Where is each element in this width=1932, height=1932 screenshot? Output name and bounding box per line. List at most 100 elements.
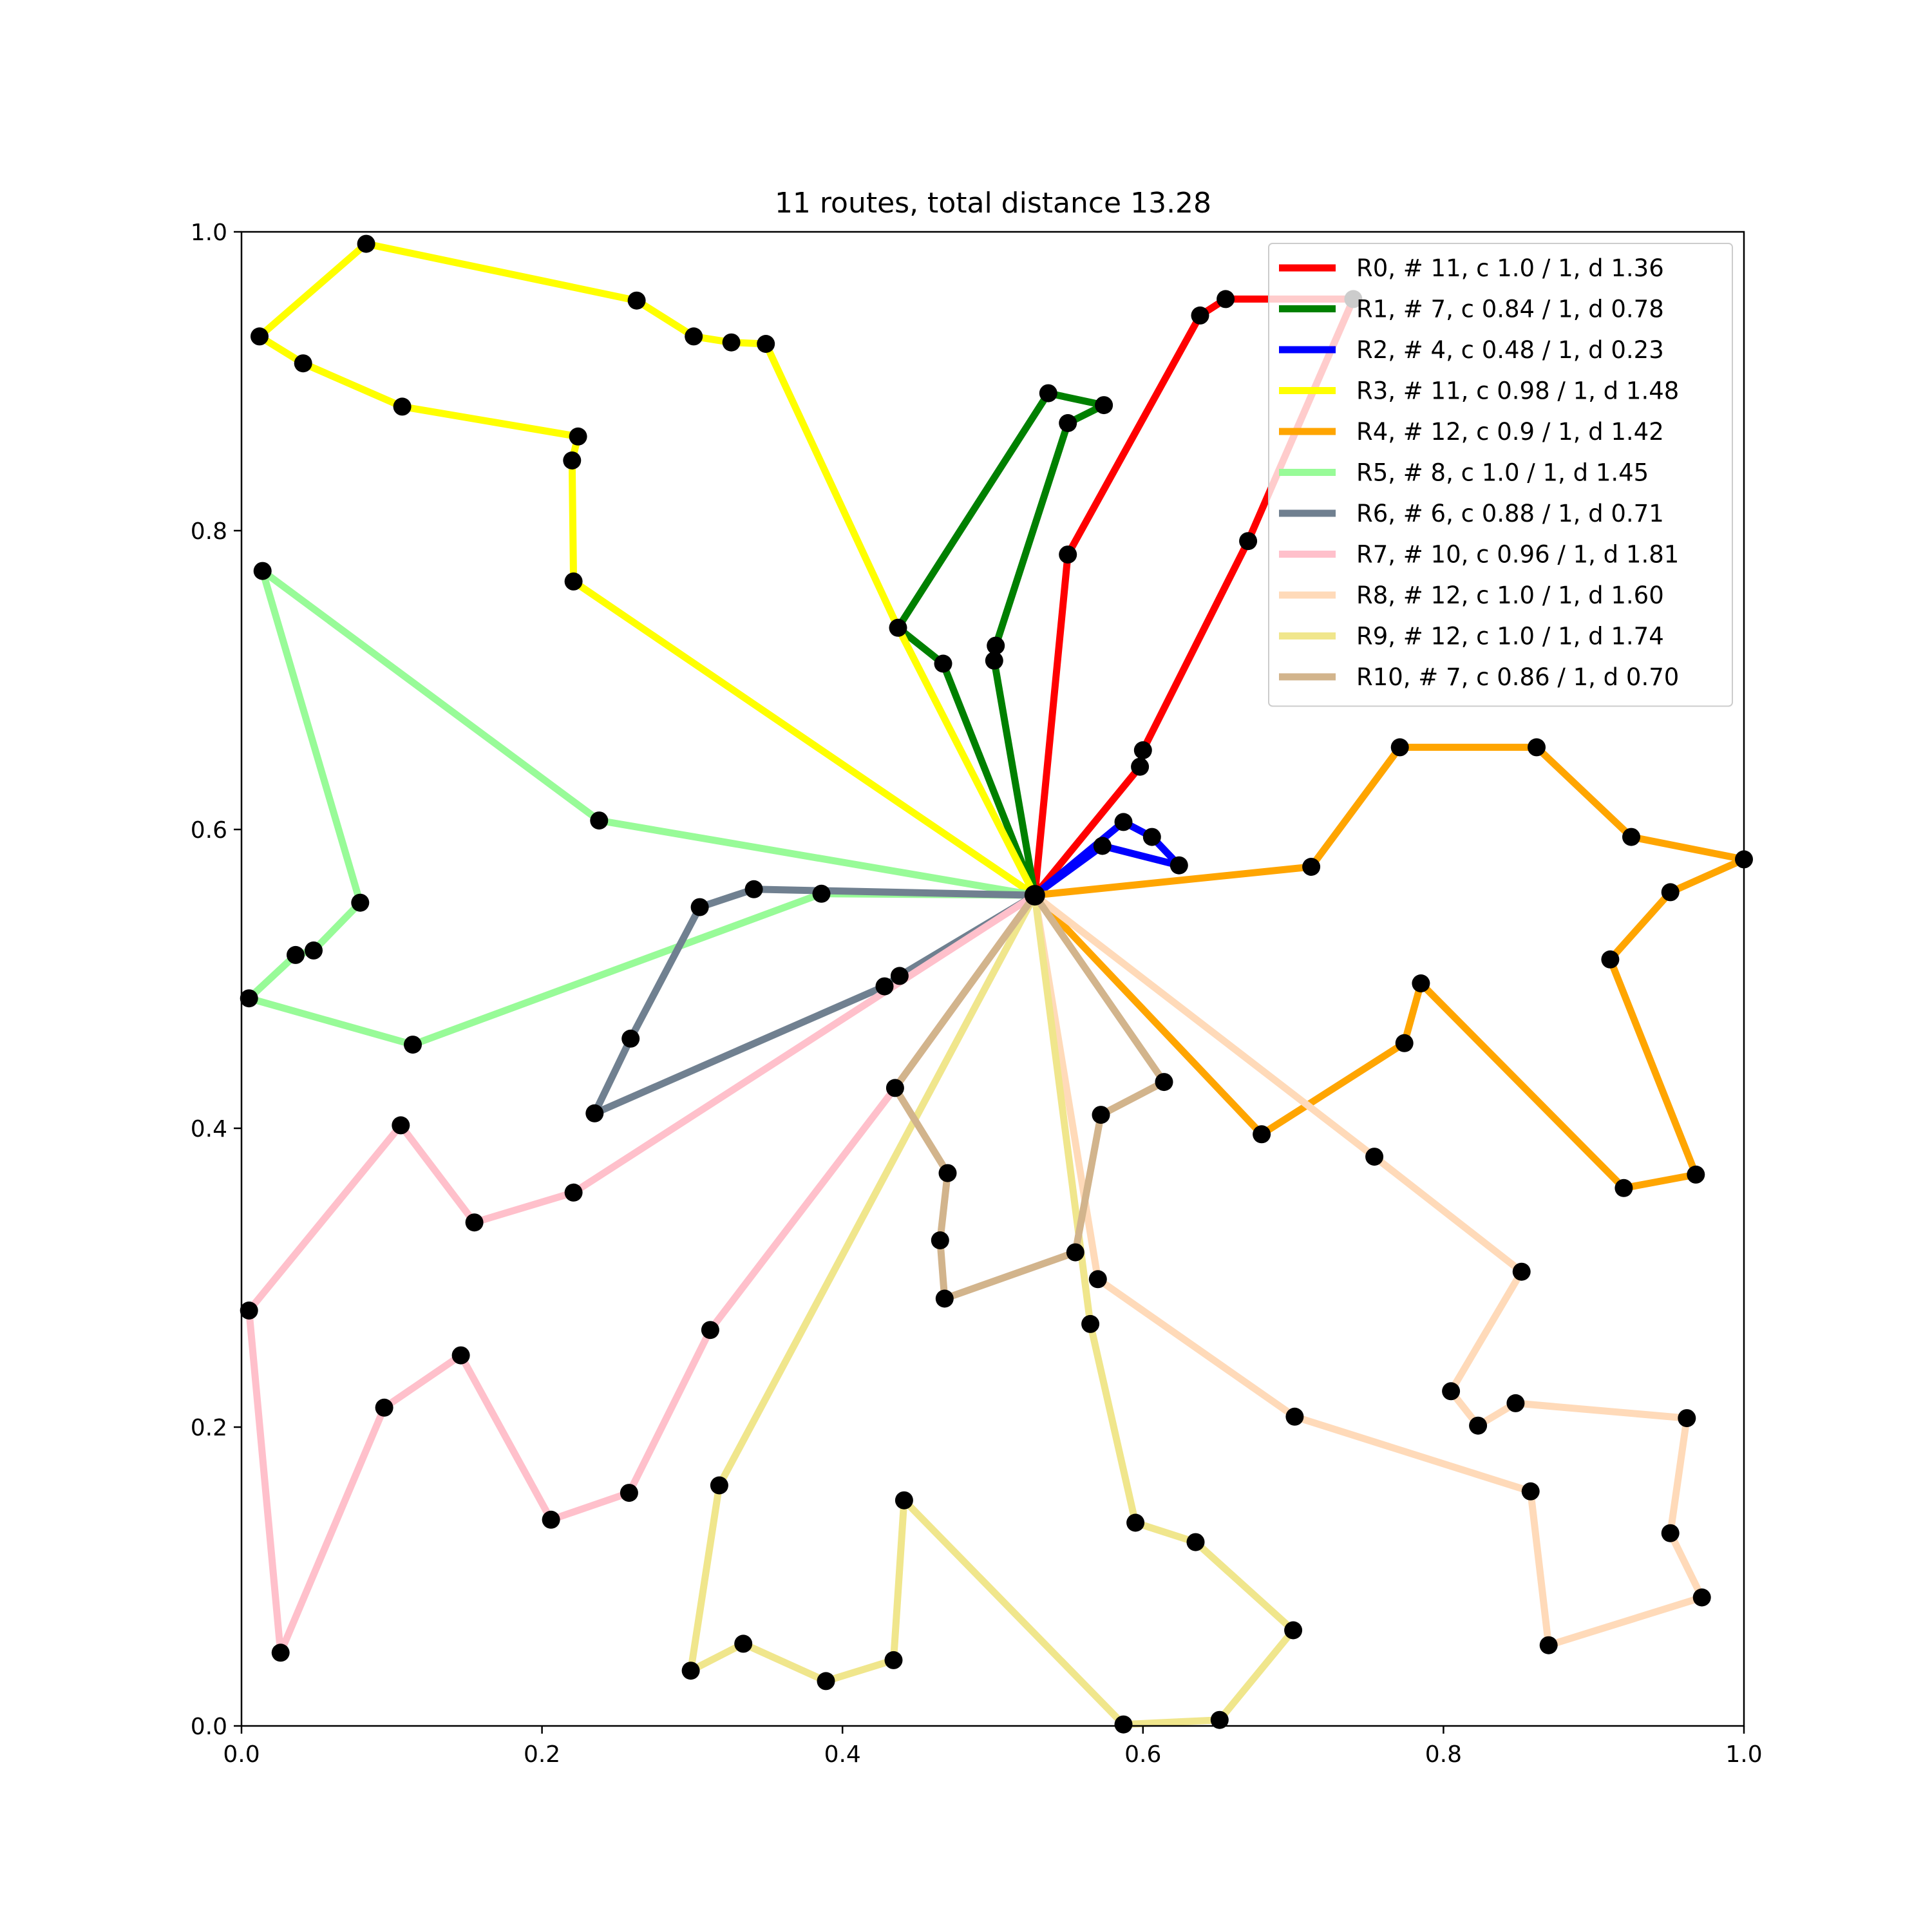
- y-tick-label: 0.6: [191, 817, 227, 844]
- stop-point: [1692, 1588, 1711, 1607]
- stop-point: [875, 977, 894, 996]
- stop-point: [1059, 545, 1077, 564]
- route-line-r8: [1031, 891, 1706, 1649]
- stop-point: [1284, 1621, 1303, 1640]
- route-line-r5: [245, 567, 1039, 1048]
- stop-point: [1528, 738, 1546, 757]
- stop-point: [1395, 1034, 1414, 1052]
- stop-point: [889, 618, 907, 637]
- x-tick-label: 0.2: [524, 1741, 560, 1768]
- stop-point: [1170, 856, 1188, 875]
- stop-point: [451, 1346, 470, 1365]
- stop-point: [569, 427, 587, 446]
- stop-point: [1131, 757, 1150, 776]
- stop-point: [681, 1662, 700, 1680]
- stop-point: [710, 1476, 728, 1495]
- stop-point: [757, 335, 775, 353]
- stop-point: [1095, 396, 1113, 415]
- stop-point: [931, 1231, 949, 1249]
- stop-point: [884, 1651, 903, 1669]
- stop-point: [1093, 837, 1112, 855]
- legend-label-r0: R0, # 11, c 1.0 / 1, d 1.36: [1356, 254, 1664, 282]
- stop-point: [1661, 1524, 1680, 1542]
- stop-point: [1469, 1416, 1488, 1435]
- stop-point: [1239, 532, 1258, 551]
- depot-point: [1024, 885, 1045, 906]
- stop-point: [240, 989, 258, 1008]
- stop-point: [1186, 1533, 1205, 1551]
- stop-point: [938, 1164, 957, 1182]
- stop-point: [1442, 1382, 1461, 1401]
- stop-point: [287, 945, 305, 964]
- legend: R0, # 11, c 1.0 / 1, d 1.36 R1, # 7, c 0.…: [1268, 243, 1733, 707]
- stop-point: [934, 654, 952, 673]
- stop-point: [685, 327, 703, 346]
- x-tick-label: 0.8: [1425, 1741, 1462, 1768]
- stop-markers: [240, 234, 1753, 1734]
- stop-point: [1678, 1409, 1696, 1428]
- stop-point: [1114, 1715, 1133, 1734]
- stop-point: [1521, 1482, 1540, 1501]
- stop-point: [1512, 1262, 1531, 1281]
- stop-point: [1506, 1394, 1525, 1412]
- stop-point: [1622, 828, 1640, 846]
- stop-point: [812, 884, 831, 903]
- stop-point: [817, 1672, 835, 1690]
- stop-point: [1601, 950, 1620, 969]
- stop-point: [1133, 741, 1152, 759]
- stop-point: [1081, 1314, 1100, 1333]
- stop-point: [585, 1104, 604, 1122]
- stop-point: [564, 1183, 583, 1202]
- y-tick-label: 0.0: [191, 1714, 227, 1740]
- y-tick-label: 0.8: [191, 518, 227, 545]
- stop-point: [1088, 1270, 1107, 1289]
- stop-point: [886, 1079, 904, 1097]
- stop-point: [294, 354, 312, 373]
- stop-point: [305, 941, 323, 960]
- stop-point: [1253, 1125, 1271, 1144]
- legend-label-r10: R10, # 7, c 0.86 / 1, d 0.70: [1356, 663, 1679, 691]
- stop-point: [1302, 858, 1321, 876]
- x-tick-label: 1.0: [1725, 1741, 1762, 1768]
- stop-point: [734, 1634, 753, 1653]
- stop-point: [744, 880, 763, 898]
- legend-label-r1: R1, # 7, c 0.84 / 1, d 0.78: [1356, 296, 1664, 323]
- stop-point: [393, 397, 412, 416]
- stop-point: [1390, 738, 1409, 757]
- legend-label-r4: R4, # 12, c 0.9 / 1, d 1.42: [1356, 418, 1664, 446]
- stop-point: [895, 1491, 913, 1510]
- chart-title: 11 routes, total distance 13.28: [775, 187, 1211, 220]
- stop-point: [627, 291, 646, 310]
- stop-point: [620, 1484, 638, 1502]
- stop-point: [1412, 974, 1430, 992]
- stop-point: [351, 893, 370, 912]
- stop-point: [690, 898, 709, 916]
- stop-point: [240, 1302, 258, 1320]
- stop-point: [1039, 384, 1057, 402]
- stop-point: [1092, 1106, 1110, 1124]
- stop-point: [1687, 1165, 1705, 1184]
- x-tick-label: 0.4: [824, 1741, 861, 1768]
- y-axis: 0.0 0.2 0.4 0.6 0.8 1.0: [191, 220, 242, 1740]
- stop-point: [1126, 1513, 1145, 1532]
- stop-point: [563, 451, 582, 469]
- stop-point: [392, 1116, 410, 1135]
- stop-point: [987, 636, 1005, 655]
- x-tick-label: 0.0: [223, 1741, 260, 1768]
- stop-point: [1217, 290, 1235, 308]
- x-axis: 0.0 0.2 0.4 0.6 0.8 1.0: [223, 1726, 1763, 1768]
- stop-point: [701, 1321, 719, 1340]
- stop-point: [251, 327, 269, 346]
- stop-point: [375, 1398, 393, 1417]
- stop-point: [1661, 883, 1680, 902]
- stop-point: [1142, 828, 1161, 846]
- stop-point: [1210, 1710, 1229, 1729]
- stop-point: [404, 1036, 422, 1054]
- legend-label-r2: R2, # 4, c 0.48 / 1, d 0.23: [1356, 336, 1664, 364]
- stop-point: [985, 651, 1003, 670]
- legend-label-r9: R9, # 12, c 1.0 / 1, d 1.74: [1356, 623, 1664, 650]
- stop-point: [935, 1289, 954, 1308]
- legend-label-r3: R3, # 11, c 0.98 / 1, d 1.48: [1356, 377, 1679, 405]
- stop-point: [1155, 1073, 1173, 1092]
- legend-label-r6: R6, # 6, c 0.88 / 1, d 0.71: [1356, 500, 1664, 527]
